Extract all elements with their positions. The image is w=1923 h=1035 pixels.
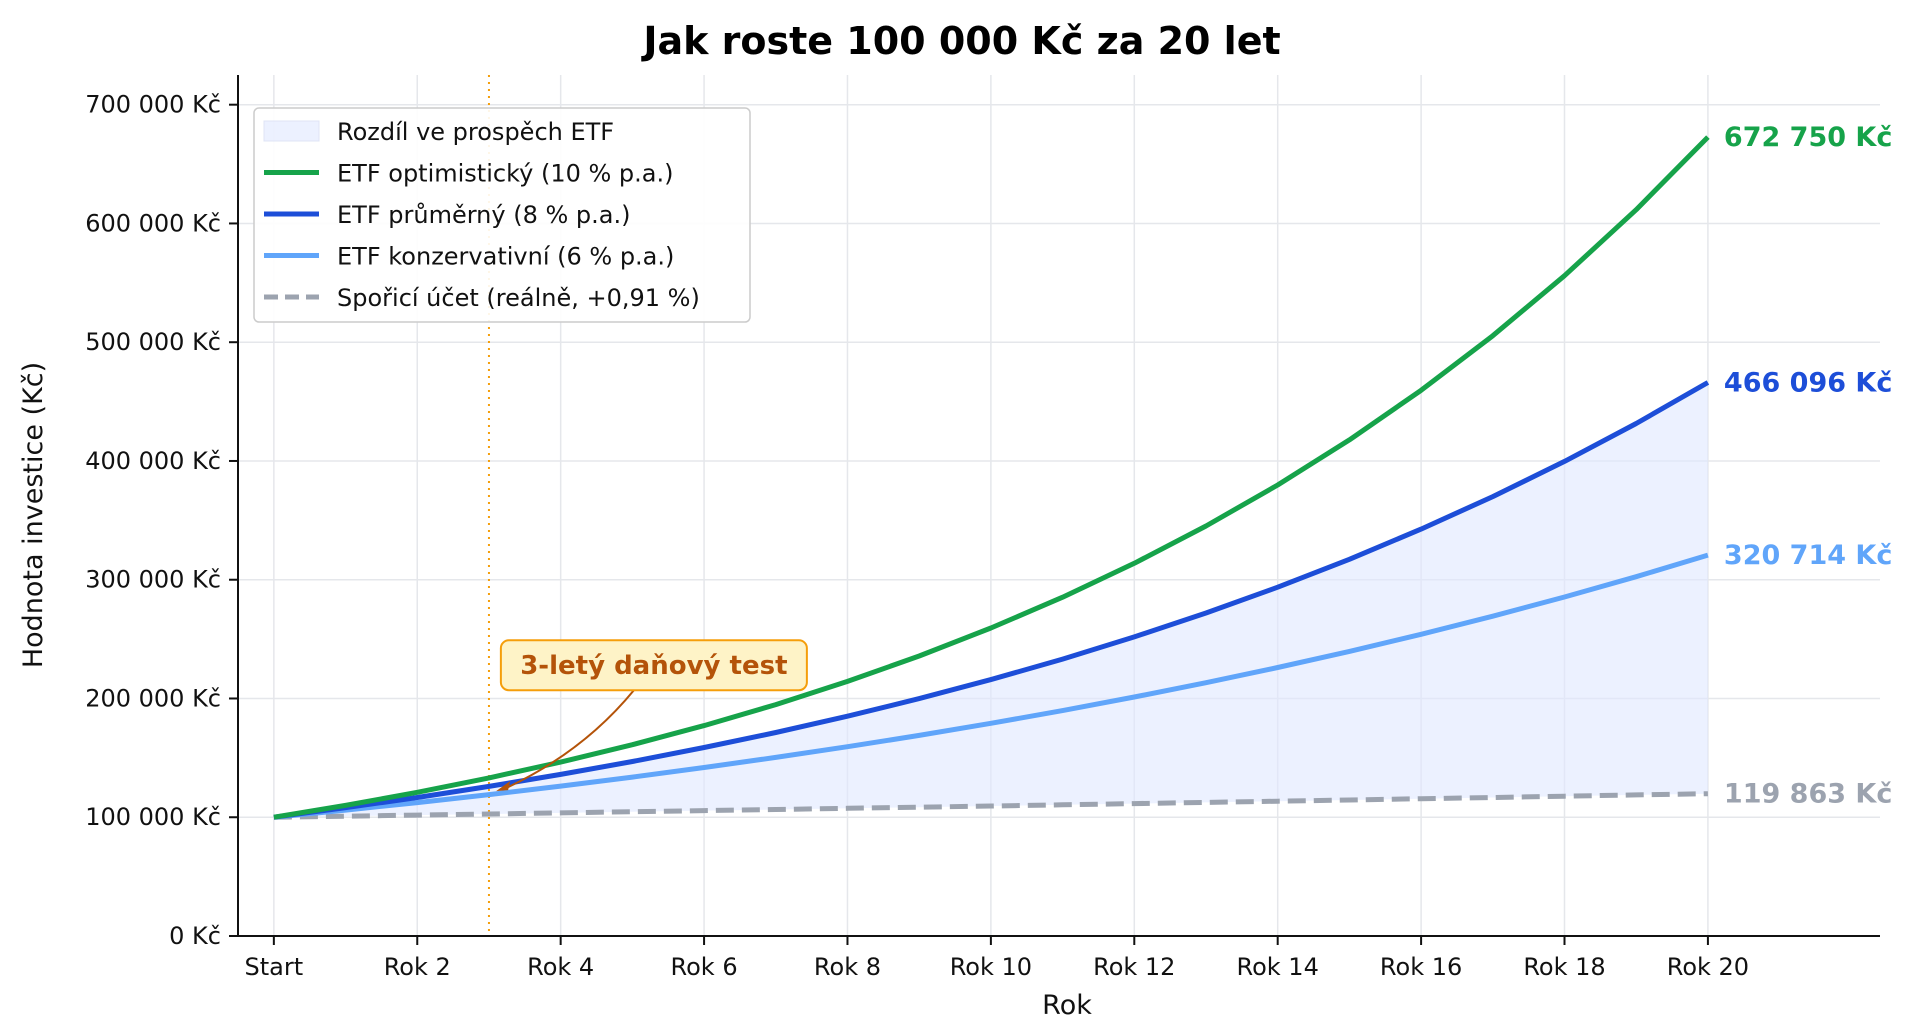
x-tick-label: Rok 12: [1093, 953, 1175, 981]
end-label: 119 863 Kč: [1724, 779, 1892, 810]
y-tick-label: 400 000 Kč: [85, 447, 221, 475]
y-tick-label: 600 000 Kč: [85, 209, 221, 237]
end-label: 320 714 Kč: [1724, 540, 1892, 571]
fill-between-area: [273, 382, 1708, 818]
annotation-arrow: [507, 689, 635, 789]
x-tick-label: Rok 10: [950, 953, 1032, 981]
end-label: 466 096 Kč: [1724, 367, 1892, 398]
y-tick-label: 200 000 Kč: [85, 684, 221, 712]
end-label: 672 750 Kč: [1724, 122, 1892, 153]
y-tick-labels: 0 Kč 100 000 Kč 200 000 Kč 300 000 Kč 400 00…: [85, 91, 238, 950]
series-line-sporici-ucet-realne-0-91: [273, 791, 1708, 820]
annotation-arrowhead: [496, 781, 511, 792]
x-tick-label: Rok 14: [1237, 953, 1319, 981]
series-line-etf-konzervativni-6-p-a: [273, 552, 1709, 820]
y-tick-label: 300 000 Kč: [85, 566, 221, 594]
x-tick-label: Rok 20: [1667, 953, 1749, 981]
legend-label: Spořicí účet (reálně, +0,91 %): [337, 284, 700, 312]
y-axis-label: Hodnota investice (Kč): [18, 362, 49, 668]
y-tick-label: 100 000 Kč: [85, 803, 221, 831]
x-axis-label: Rok: [1042, 990, 1092, 1021]
x-tick-label: Rok 2: [384, 953, 451, 981]
y-tick-label: 500 000 Kč: [85, 328, 221, 356]
x-tick-label: Rok 16: [1380, 953, 1462, 981]
legend-label: ETF konzervativní (6 % p.a.): [337, 243, 674, 271]
legend-label: Rozdíl ve prospěch ETF: [337, 118, 614, 146]
legend-box: [253, 107, 751, 323]
x-tick-label: Start: [245, 953, 304, 981]
chart-title: Jak roste 100 000 Kč za 20 let: [640, 19, 1280, 63]
series-line-etf-optimisticky-10-p-a: [273, 135, 1710, 820]
y-tick-label: 700 000 Kč: [85, 91, 221, 119]
y-tick-label: 0 Kč: [169, 922, 221, 950]
series-lines: [273, 135, 1710, 820]
annotation-box: [499, 639, 808, 692]
x-tick-label: Rok 4: [527, 953, 594, 981]
x-tick-label: Rok 8: [814, 953, 881, 981]
annotation-text: 3-letý daňový test: [520, 651, 787, 681]
x-tick-labels: Start Rok 2 Rok 4 Rok 6 Rok 8 Rok 10 Rok 12 Rok…: [245, 936, 1749, 981]
legend-label: ETF průměrný (8 % p.a.): [337, 201, 630, 229]
legend: Rozdíl ve prospěch ETF ETF optimistický (…: [253, 107, 751, 323]
x-tick-label: Rok 6: [671, 953, 738, 981]
x-tick-label: Rok 18: [1523, 953, 1605, 981]
annotation: 3-letý daňový test: [496, 639, 808, 792]
end-labels: 672 750 Kč 466 096 Kč 320 714 Kč 119 863 Kč: [1724, 122, 1892, 810]
legend-label: ETF optimistický (10 % p.a.): [337, 160, 673, 188]
axes: [237, 75, 1880, 937]
legend-swatch-fill: [263, 120, 320, 142]
fill-area: [273, 382, 1708, 818]
series-line-etf-prumerny-8-p-a: [273, 380, 1710, 820]
